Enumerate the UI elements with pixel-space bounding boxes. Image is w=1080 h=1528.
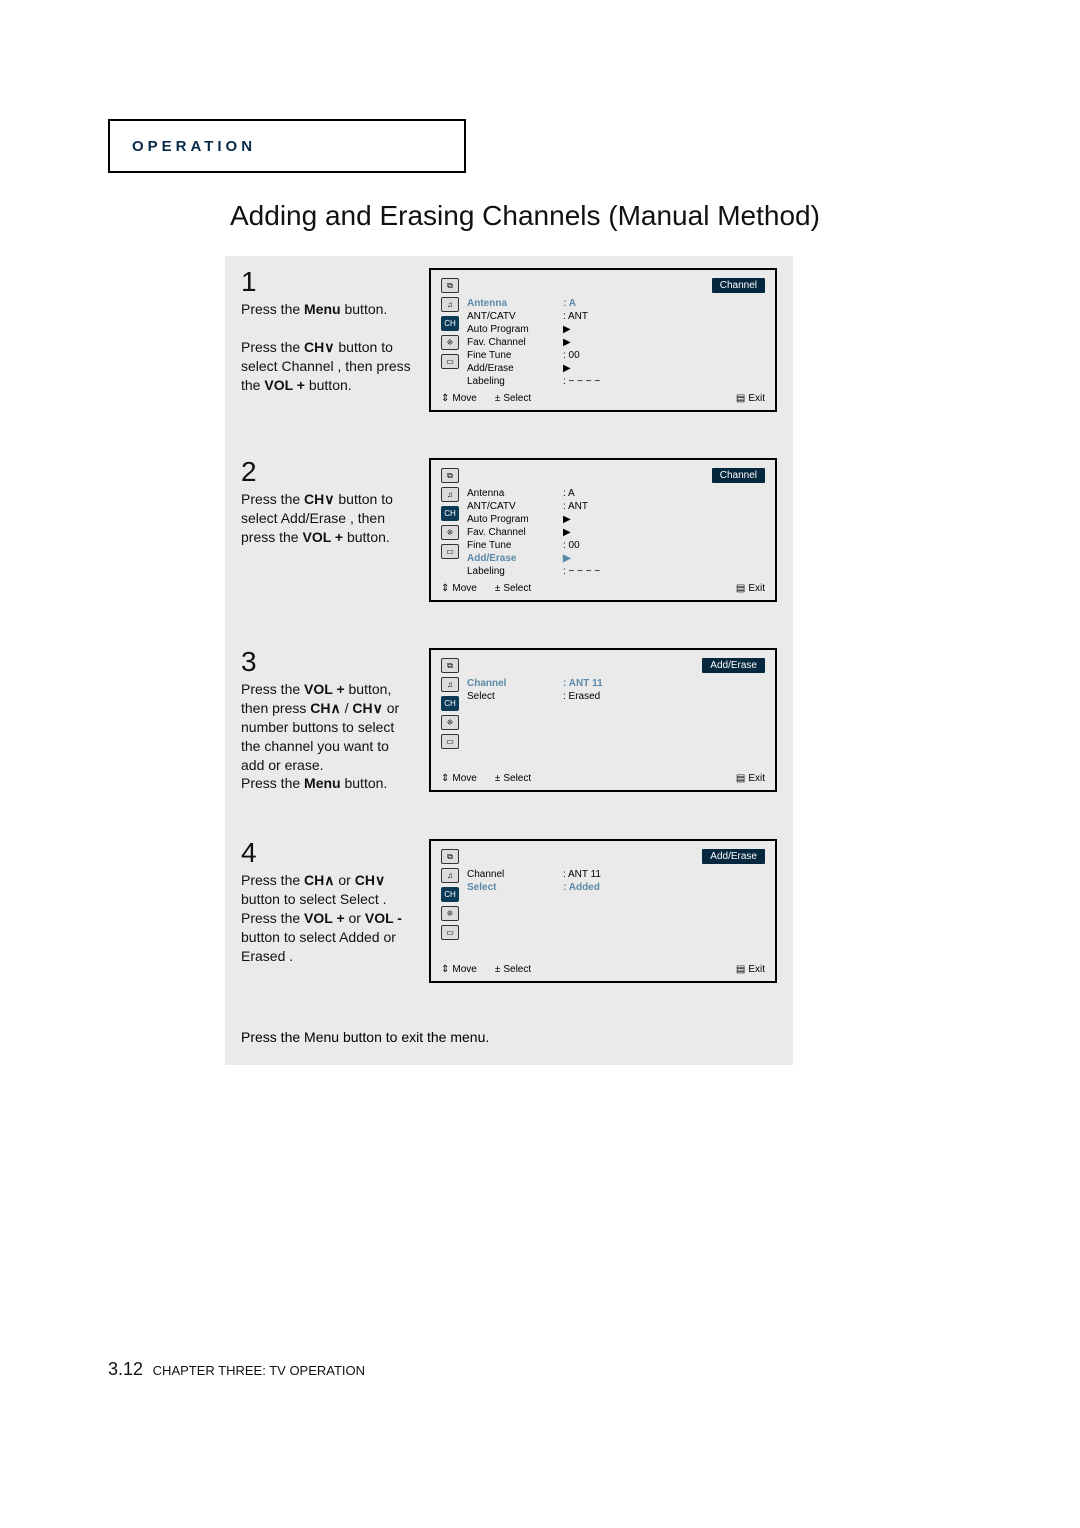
osd-row: Antenna: A [467, 298, 765, 309]
updown-icon: ⇕ [441, 583, 449, 594]
step: 4Press the CH∧ or CH∨ button to select S… [241, 839, 777, 983]
osd-nav-icon: CH [441, 316, 459, 331]
osd-nav-icon: ⁜ [441, 906, 459, 921]
osd-row: Add/Erase▶ [467, 363, 765, 374]
osd-top-icon: ⧉ [441, 468, 459, 483]
osd-row: Fav. Channel▶ [467, 527, 765, 538]
osd-row: Fine Tune: 00 [467, 540, 765, 551]
step-number: 3 [241, 648, 411, 676]
osd-nav-icon: CH [441, 887, 459, 902]
exit-icon: ▤ [736, 583, 745, 594]
osd-nav-icon: ⁜ [441, 335, 459, 350]
osd-top-icon: ⧉ [441, 658, 459, 673]
osd-top-icon: ⧉ [441, 278, 459, 293]
footer-text: CHAPTER THREE: TV OPERATION [153, 1363, 365, 1378]
osd-row: Fav. Channel▶ [467, 337, 765, 348]
manual-page: OPERATION Adding and Erasing Channels (M… [0, 0, 1080, 1528]
osd-title: Add/Erase [702, 658, 765, 673]
osd-nav-icon: CH [441, 696, 459, 711]
osd-panel: ⧉ Channel ♫ CH ⁜ ▭ Antenna: A ANT/CATV: ANT Auto… [429, 458, 777, 602]
osd-nav-icon: ▭ [441, 925, 459, 940]
osd-footer: ⇕ Move± Select▤ Exit [441, 958, 765, 975]
updown-icon: ⇕ [441, 773, 449, 784]
plusminus-icon: ± [495, 773, 501, 784]
osd-footer: ⇕ Move± Select▤ Exit [441, 387, 765, 404]
osd-footer: ⇕ Move± Select▤ Exit [441, 577, 765, 594]
osd-nav-icon: ⁜ [441, 525, 459, 540]
osd-title: Channel [712, 278, 765, 293]
osd-row: Labeling: − − − − [467, 376, 765, 387]
step-text: 1Press the Menu button.Press the CH∨ but… [241, 268, 411, 394]
section-label: OPERATION [132, 138, 256, 155]
osd-row: Add/Erase▶ [467, 553, 765, 564]
osd-nav-icon: ▭ [441, 734, 459, 749]
exit-icon: ▤ [736, 393, 745, 404]
step-number: 2 [241, 458, 411, 486]
page-number: 3.12 [108, 1359, 143, 1379]
step-number: 1 [241, 268, 411, 296]
osd-top-icon: ⧉ [441, 849, 459, 864]
osd-panel: ⧉ Add/Erase ♫ CH ⁜ ▭ Channel: ANT 11 Select: Ad… [429, 839, 777, 983]
plusminus-icon: ± [495, 964, 501, 975]
step-text: 4Press the CH∧ or CH∨ button to select S… [241, 839, 411, 965]
osd-row: Channel: ANT 11 [467, 678, 765, 689]
step-text: 2Press the CH∨ button to select Add/Eras… [241, 458, 411, 547]
osd-row: Auto Program▶ [467, 324, 765, 335]
plusminus-icon: ± [495, 393, 501, 404]
plusminus-icon: ± [495, 583, 501, 594]
osd-nav-icon: ▭ [441, 544, 459, 559]
osd-footer: ⇕ Move± Select▤ Exit [441, 767, 765, 784]
osd-row: Labeling: − − − − [467, 566, 765, 577]
step: 2Press the CH∨ button to select Add/Eras… [241, 458, 777, 602]
osd-title: Channel [712, 468, 765, 483]
step: 1Press the Menu button.Press the CH∨ but… [241, 268, 777, 412]
osd-panel: ⧉ Add/Erase ♫ CH ⁜ ▭ Channel: ANT 11 Select: Er… [429, 648, 777, 792]
updown-icon: ⇕ [441, 393, 449, 404]
page-title: Adding and Erasing Channels (Manual Meth… [230, 200, 820, 232]
osd-nav-icon: CH [441, 506, 459, 521]
osd-nav-icon: ♫ [441, 677, 459, 692]
updown-icon: ⇕ [441, 964, 449, 975]
osd-nav-icon: ♫ [441, 487, 459, 502]
osd-nav-icon: ♫ [441, 868, 459, 883]
osd-row: Fine Tune: 00 [467, 350, 765, 361]
osd-row: Select: Erased [467, 691, 765, 702]
osd-row: ANT/CATV: ANT [467, 501, 765, 512]
osd-nav-icon: ▭ [441, 354, 459, 369]
osd-nav-icon: ⁜ [441, 715, 459, 730]
osd-panel: ⧉ Channel ♫ CH ⁜ ▭ Antenna: A ANT/CATV: ANT Auto… [429, 268, 777, 412]
osd-row: ANT/CATV: ANT [467, 311, 765, 322]
exit-instruction: Press the Menu button to exit the menu. [241, 1029, 777, 1045]
osd-row: Select: Added [467, 882, 765, 893]
page-footer: 3.12 CHAPTER THREE: TV OPERATION [108, 1359, 365, 1380]
osd-nav-icon: ♫ [441, 297, 459, 312]
osd-title: Add/Erase [702, 849, 765, 864]
step-text: 3Press the VOL + button, then press CH∧ … [241, 648, 411, 793]
exit-icon: ▤ [736, 773, 745, 784]
exit-icon: ▤ [736, 964, 745, 975]
osd-row: Auto Program▶ [467, 514, 765, 525]
steps-container: 1Press the Menu button.Press the CH∨ but… [225, 256, 793, 1065]
step: 3Press the VOL + button, then press CH∧ … [241, 648, 777, 793]
osd-row: Antenna: A [467, 488, 765, 499]
step-number: 4 [241, 839, 411, 867]
osd-row: Channel: ANT 11 [467, 869, 765, 880]
section-label-box: OPERATION [108, 119, 466, 173]
